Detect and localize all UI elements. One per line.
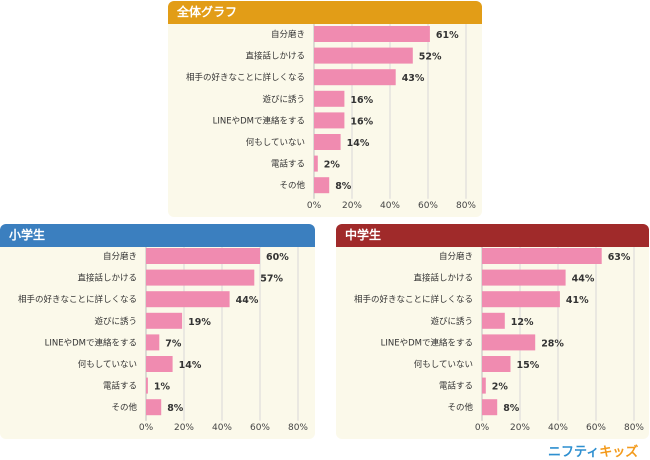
category-label: 何もしていない bbox=[414, 359, 473, 370]
x-tick-label: 0% bbox=[307, 201, 322, 211]
elementary-bar-chart: 0% 20% 40% 60% 80% 自分磨き 60% 直接話しかける 57% 相手の好きなことに… bbox=[18, 247, 308, 433]
category-label: 何もしていない bbox=[78, 359, 137, 370]
bar bbox=[146, 356, 173, 372]
category-label: 直接話しかける bbox=[77, 273, 137, 284]
overall-chart-title: 全体グラフ bbox=[168, 1, 482, 24]
category-label: 自分磨き bbox=[103, 251, 137, 262]
bar bbox=[482, 269, 566, 286]
bar bbox=[482, 399, 498, 416]
value-label: 14% bbox=[179, 360, 202, 371]
logo-text-part1: ニフティ bbox=[548, 445, 600, 460]
value-label: 63% bbox=[608, 252, 631, 263]
bar bbox=[482, 334, 536, 351]
value-label: 19% bbox=[188, 317, 211, 328]
bar bbox=[146, 312, 183, 329]
value-label: 8% bbox=[503, 403, 520, 414]
category-label: その他 bbox=[447, 402, 473, 413]
category-label: 直接話しかける bbox=[245, 51, 305, 62]
category-label: その他 bbox=[279, 180, 305, 191]
x-tick-label: 40% bbox=[380, 201, 400, 211]
category-label: 電話する bbox=[439, 381, 473, 392]
logo-text-part2: キッズ bbox=[599, 445, 639, 460]
bar bbox=[314, 177, 330, 194]
x-tick-label: 0% bbox=[475, 423, 490, 433]
value-label: 12% bbox=[511, 317, 534, 328]
x-tick-label: 80% bbox=[456, 201, 476, 211]
bar bbox=[314, 112, 345, 129]
value-label: 2% bbox=[324, 160, 341, 171]
value-label: 44% bbox=[236, 295, 259, 306]
value-label: 52% bbox=[419, 52, 442, 63]
bar bbox=[314, 134, 341, 150]
x-tick-label: 60% bbox=[250, 423, 270, 433]
bar bbox=[482, 248, 602, 264]
x-tick-label: 20% bbox=[510, 423, 530, 433]
value-label: 44% bbox=[572, 274, 595, 285]
bar bbox=[146, 399, 162, 416]
value-label: 60% bbox=[266, 252, 289, 263]
elementary-chart-panel: 小学生 0% 20% 40% 60% 80% 自分磨き 60% 直接話しかける 57% 相手の好き… bbox=[0, 224, 315, 439]
bar bbox=[146, 377, 148, 394]
value-label: 7% bbox=[165, 338, 182, 349]
bar bbox=[314, 47, 413, 64]
x-tick-label: 40% bbox=[212, 423, 232, 433]
middle-school-bar-chart: 0% 20% 40% 60% 80% 自分磨き 63% 直接話しかける 44% 相手の好きなことに… bbox=[354, 247, 644, 433]
category-label: 何もしていない bbox=[246, 137, 305, 148]
value-label: 57% bbox=[260, 274, 283, 285]
value-label: 8% bbox=[167, 403, 184, 414]
bar bbox=[482, 291, 560, 308]
value-label: 1% bbox=[154, 382, 171, 393]
bar bbox=[314, 26, 430, 42]
value-label: 28% bbox=[541, 338, 564, 349]
value-label: 14% bbox=[347, 138, 370, 149]
category-label: 遊びに誘う bbox=[94, 316, 137, 327]
bar bbox=[482, 312, 505, 329]
category-label: 直接話しかける bbox=[413, 273, 473, 284]
overall-bar-chart: 0% 20% 40% 60% 80% 自分磨き 61% 直接話しかける 52% 相手の好きなことに… bbox=[186, 24, 476, 211]
bar bbox=[314, 69, 396, 86]
x-tick-label: 80% bbox=[288, 423, 308, 433]
x-tick-label: 20% bbox=[342, 201, 362, 211]
x-tick-label: 40% bbox=[548, 423, 568, 433]
category-label: LINEやDMで連絡をする bbox=[45, 337, 137, 348]
category-label: 遊びに誘う bbox=[430, 316, 473, 327]
elementary-chart-title: 小学生 bbox=[0, 224, 315, 247]
bar bbox=[482, 356, 511, 372]
x-tick-label: 80% bbox=[624, 423, 644, 433]
category-label: 電話する bbox=[271, 159, 305, 170]
bar bbox=[482, 377, 486, 394]
nifty-kids-logo: ニフティキッズ bbox=[548, 441, 638, 460]
bar bbox=[146, 248, 260, 264]
bar bbox=[314, 155, 318, 172]
value-label: 16% bbox=[350, 95, 373, 106]
overall-chart-panel: 全体グラフ 0% 20% 40% 60% 80% 自分磨き 61% 直接話しかける 52% 相手の… bbox=[168, 1, 482, 217]
category-label: 相手の好きなことに詳しくなる bbox=[354, 294, 473, 305]
value-label: 16% bbox=[350, 116, 373, 127]
category-label: LINEやDMで連絡をする bbox=[213, 115, 305, 126]
x-tick-label: 20% bbox=[174, 423, 194, 433]
category-label: 相手の好きなことに詳しくなる bbox=[186, 72, 305, 83]
bar bbox=[146, 269, 255, 286]
value-label: 8% bbox=[335, 181, 352, 192]
value-label: 61% bbox=[436, 30, 459, 41]
value-label: 41% bbox=[566, 295, 589, 306]
category-label: LINEやDMで連絡をする bbox=[381, 337, 473, 348]
category-label: 相手の好きなことに詳しくなる bbox=[18, 294, 137, 305]
bar bbox=[314, 90, 345, 107]
value-label: 15% bbox=[517, 360, 540, 371]
category-label: 自分磨き bbox=[271, 29, 305, 40]
category-label: 電話する bbox=[103, 381, 137, 392]
category-label: 自分磨き bbox=[439, 251, 473, 262]
x-tick-label: 60% bbox=[418, 201, 438, 211]
bar bbox=[146, 291, 230, 308]
x-tick-label: 60% bbox=[586, 423, 606, 433]
middle-school-chart-title: 中学生 bbox=[336, 224, 649, 247]
value-label: 2% bbox=[492, 382, 509, 393]
category-label: その他 bbox=[111, 402, 137, 413]
value-label: 43% bbox=[402, 73, 425, 84]
x-tick-label: 0% bbox=[139, 423, 154, 433]
bar bbox=[146, 334, 160, 351]
category-label: 遊びに誘う bbox=[262, 94, 305, 105]
middle-school-chart-panel: 中学生 0% 20% 40% 60% 80% 自分磨き 63% 直接話しかける 44% 相手の好き… bbox=[336, 224, 649, 439]
